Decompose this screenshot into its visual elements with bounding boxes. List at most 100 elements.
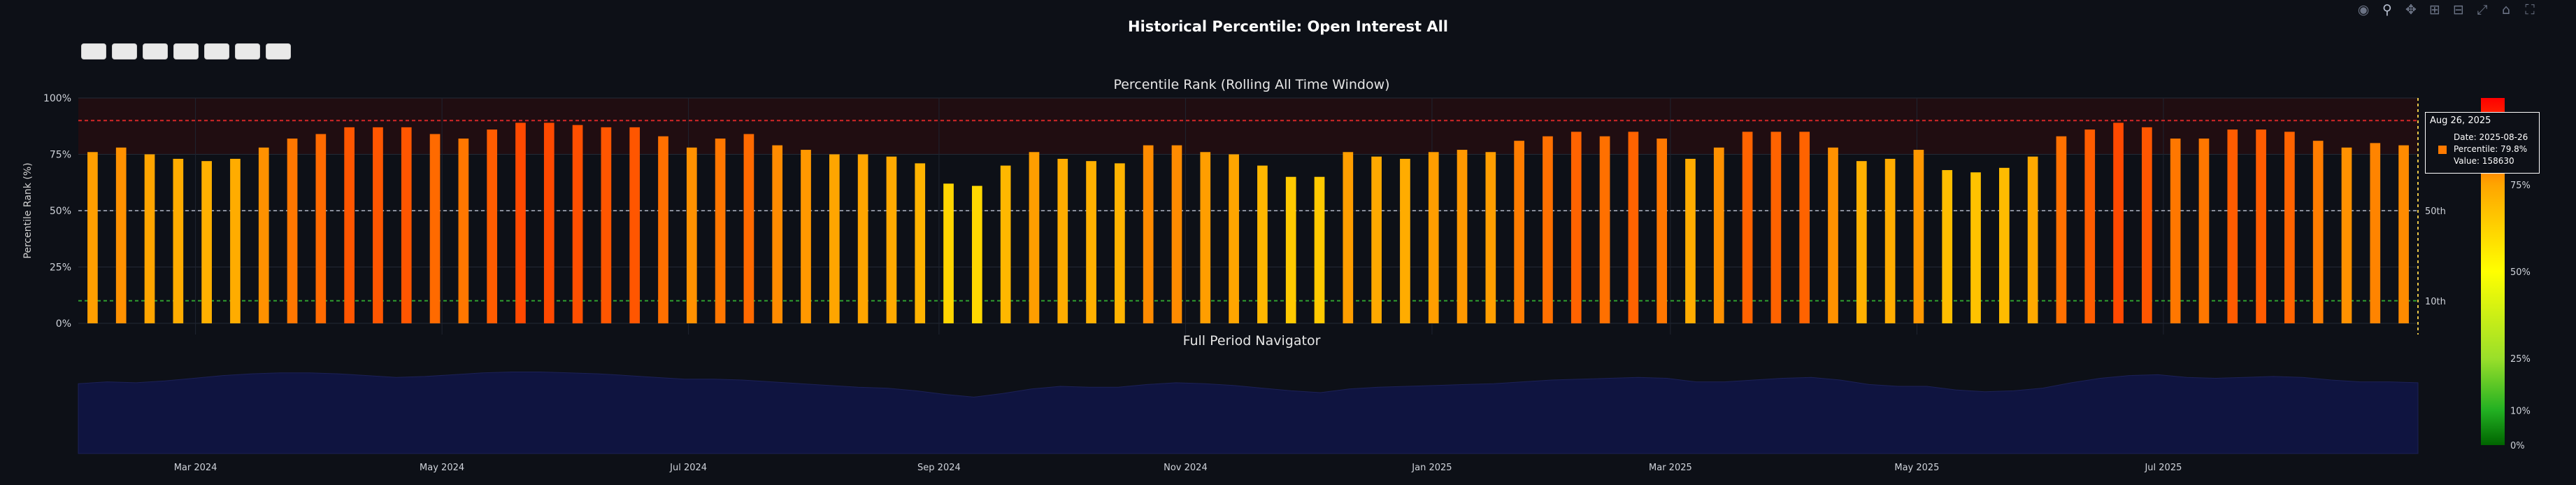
bar[interactable] bbox=[1713, 147, 1724, 323]
bar[interactable] bbox=[2170, 138, 2181, 323]
bar[interactable] bbox=[1200, 152, 1211, 323]
bar[interactable] bbox=[886, 156, 897, 323]
bar[interactable] bbox=[1656, 138, 1668, 323]
bar[interactable] bbox=[373, 127, 383, 324]
bar[interactable] bbox=[458, 138, 469, 323]
bar[interactable] bbox=[1115, 163, 1125, 323]
bar[interactable] bbox=[1942, 170, 1953, 323]
bar[interactable] bbox=[115, 147, 127, 323]
bar[interactable] bbox=[1514, 141, 1524, 323]
bar[interactable] bbox=[1057, 158, 1068, 323]
range-button-7[interactable] bbox=[266, 43, 291, 59]
bar[interactable] bbox=[1485, 152, 1496, 323]
bar[interactable] bbox=[1913, 150, 1924, 323]
navigator-plot[interactable]: Full Period Navigator Mar 2024 May 2024 Ju… bbox=[78, 333, 2419, 473]
bar[interactable] bbox=[2312, 141, 2324, 323]
bar[interactable] bbox=[258, 147, 269, 323]
bar[interactable] bbox=[344, 127, 355, 324]
bar[interactable] bbox=[2198, 138, 2210, 323]
bar[interactable] bbox=[315, 134, 327, 323]
autoscale-icon[interactable]: ⤢ bbox=[2477, 2, 2488, 17]
bar[interactable] bbox=[2227, 129, 2238, 323]
bar[interactable] bbox=[1998, 167, 2010, 323]
bar[interactable] bbox=[173, 158, 184, 323]
bar[interactable] bbox=[230, 158, 241, 323]
bar[interactable] bbox=[429, 134, 441, 323]
main-plot[interactable]: 0% 25% 50% 75% 100% 50th 10th Percentile Rank… bbox=[22, 77, 2446, 335]
bar[interactable] bbox=[1400, 158, 1410, 323]
bar[interactable] bbox=[1171, 145, 1182, 323]
bar[interactable] bbox=[1570, 132, 1582, 324]
bar[interactable] bbox=[972, 185, 982, 323]
bar[interactable] bbox=[201, 161, 212, 323]
range-button-2[interactable] bbox=[112, 43, 137, 59]
bar[interactable] bbox=[515, 122, 526, 324]
bar[interactable] bbox=[2370, 143, 2381, 323]
bar[interactable] bbox=[2113, 122, 2124, 324]
bar[interactable] bbox=[772, 145, 783, 323]
bar[interactable] bbox=[2027, 156, 2038, 323]
zoom-in-icon[interactable]: ⊞ bbox=[2429, 2, 2440, 17]
bar[interactable] bbox=[801, 150, 811, 323]
bar[interactable] bbox=[1599, 136, 1610, 324]
range-button-4[interactable] bbox=[173, 43, 199, 59]
zoom-icon[interactable]: ⚲ bbox=[2382, 2, 2392, 17]
bar[interactable] bbox=[857, 154, 868, 324]
bar[interactable] bbox=[1457, 150, 1468, 323]
bar[interactable] bbox=[829, 154, 840, 324]
bar[interactable] bbox=[543, 122, 554, 324]
bar[interactable] bbox=[572, 125, 583, 323]
bar[interactable] bbox=[1428, 152, 1439, 323]
navigator-area[interactable] bbox=[78, 372, 2419, 454]
bar[interactable] bbox=[1770, 132, 1782, 324]
bar[interactable] bbox=[2398, 145, 2409, 323]
bar[interactable] bbox=[2142, 127, 2152, 324]
bar[interactable] bbox=[1285, 176, 1296, 323]
bar[interactable] bbox=[943, 183, 954, 323]
bar[interactable] bbox=[1970, 172, 1981, 323]
bar[interactable] bbox=[1628, 132, 1639, 324]
camera-icon[interactable]: ◉ bbox=[2357, 2, 2370, 17]
bars[interactable] bbox=[87, 122, 2409, 324]
bar[interactable] bbox=[87, 152, 98, 323]
bar[interactable] bbox=[1884, 158, 1896, 323]
bar[interactable] bbox=[1029, 152, 1040, 323]
bar[interactable] bbox=[686, 147, 697, 323]
range-button-1[interactable] bbox=[81, 43, 106, 59]
bar[interactable] bbox=[1000, 165, 1011, 323]
bar[interactable] bbox=[2341, 147, 2352, 323]
bar[interactable] bbox=[601, 127, 612, 324]
bar[interactable] bbox=[1143, 145, 1154, 323]
pan-icon[interactable]: ✥ bbox=[2405, 2, 2417, 17]
bar[interactable] bbox=[1371, 156, 1382, 323]
bar[interactable] bbox=[1543, 136, 1553, 324]
bar[interactable] bbox=[1086, 161, 1096, 323]
zoom-out-icon[interactable]: ⊟ bbox=[2453, 2, 2464, 17]
reset-axes-icon[interactable]: ⌂ bbox=[2501, 2, 2511, 17]
bar[interactable] bbox=[1856, 161, 1867, 323]
range-button-5[interactable] bbox=[204, 43, 229, 59]
bar[interactable] bbox=[715, 138, 726, 323]
bar[interactable] bbox=[2284, 132, 2295, 324]
bar[interactable] bbox=[1257, 165, 1268, 323]
bar[interactable] bbox=[2056, 136, 2067, 324]
bar[interactable] bbox=[2084, 129, 2096, 323]
bar[interactable] bbox=[915, 163, 926, 323]
range-button-6[interactable] bbox=[235, 43, 260, 59]
bar[interactable] bbox=[629, 127, 641, 324]
bar[interactable] bbox=[1343, 152, 1354, 323]
range-button-3[interactable] bbox=[143, 43, 168, 59]
bar[interactable] bbox=[1685, 158, 1696, 323]
bar[interactable] bbox=[401, 127, 412, 324]
bar[interactable] bbox=[2256, 129, 2266, 323]
bar[interactable] bbox=[1229, 154, 1239, 324]
bar[interactable] bbox=[144, 154, 155, 324]
bar[interactable] bbox=[287, 138, 298, 323]
bar[interactable] bbox=[1799, 132, 1810, 324]
bar[interactable] bbox=[487, 129, 498, 323]
bar[interactable] bbox=[1314, 176, 1325, 323]
bar[interactable] bbox=[658, 136, 668, 324]
bar[interactable] bbox=[743, 134, 754, 323]
bar[interactable] bbox=[1828, 147, 1838, 323]
